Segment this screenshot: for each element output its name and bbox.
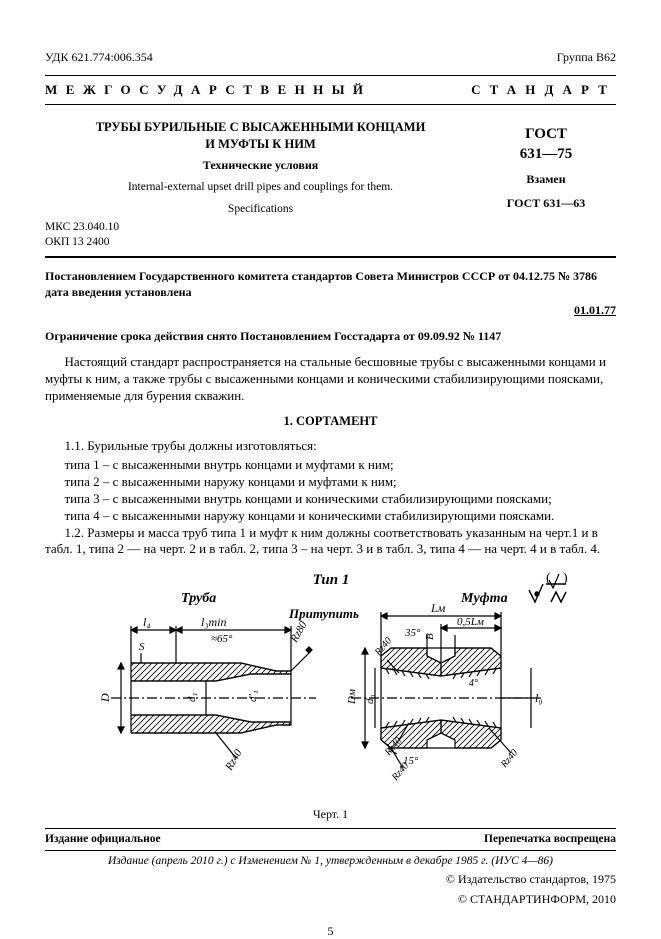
group-code: Группа В62 xyxy=(557,50,616,65)
divider xyxy=(45,256,616,258)
section-1-heading: 1. СОРТАМЕНТ xyxy=(45,414,616,430)
svg-text:l₄: l₄ xyxy=(143,615,151,629)
mks-code: МКС 23.040.10 xyxy=(45,220,616,235)
gost-number: 631—75 xyxy=(476,145,616,165)
gost-label: ГОСТ xyxy=(476,125,616,145)
intro-paragraph: Настоящий стандарт распространяется на с… xyxy=(45,354,616,405)
copyright-2: © СТАНДАРТИНФОРМ, 2010 xyxy=(45,892,616,908)
title-line2: И МУФТЫ К НИМ xyxy=(45,136,476,152)
header-codes: УДК 621.774:006.354 Группа В62 xyxy=(45,50,616,65)
page-number: 5 xyxy=(45,924,616,939)
svg-text:d₀: d₀ xyxy=(364,695,376,705)
title-line1: ТРУБЫ БУРИЛЬНЫЕ С ВЫСАЖЕННЫМИ КОНЦАМИ xyxy=(45,119,476,135)
svg-text:d'₁: d'₁ xyxy=(247,690,259,702)
svg-text:S: S xyxy=(139,641,145,653)
effective-date: 01.01.77 xyxy=(45,303,616,318)
svg-text:Rz40: Rz40 xyxy=(498,748,520,771)
type-2: типа 2 – с высаженными наружу концами и … xyxy=(45,474,616,491)
udk-code: УДК 621.774:006.354 xyxy=(45,50,153,65)
edition-official: Издание официальное xyxy=(45,832,161,846)
mufta-label: Муфта xyxy=(460,591,508,606)
svg-text:d₁: d₁ xyxy=(186,693,198,703)
clause-1-2: 1.2. Размеры и масса труб типа 1 и муфт … xyxy=(45,525,616,559)
limitation-text: Ограничение срока действия снято Постано… xyxy=(45,328,616,344)
banner-left: МЕЖГОСУДАРСТВЕННЫЙ xyxy=(45,82,471,98)
svg-text:15°: 15° xyxy=(403,755,419,767)
svg-text:D: D xyxy=(98,693,112,703)
reprint-forbidden: Перепечатка воспрещена xyxy=(484,832,616,846)
svg-text:35°: 35° xyxy=(404,627,421,639)
svg-text:B: B xyxy=(424,633,436,640)
footer-bar: Издание официальное Перепечатка воспреще… xyxy=(45,828,616,846)
copyright-1: © Издательство стандартов, 1975 xyxy=(45,872,616,888)
type-1: типа 1 – с высаженными внутрь концами и … xyxy=(45,457,616,474)
decree-text: Постановлением Государственного комитета… xyxy=(45,268,616,300)
svg-text:≈65°: ≈65° xyxy=(211,633,233,645)
figure-1: Тип 1 Труба Притупить xyxy=(45,568,616,802)
svg-text:Rz40: Rz40 xyxy=(222,747,244,773)
eng-title-1: Internal-external upset drill pipes and … xyxy=(45,181,476,195)
okp-code: ОКП 13 2400 xyxy=(45,235,616,250)
pruptit-label: Притупить xyxy=(288,606,359,621)
figure-label: Черт. 1 xyxy=(45,807,616,822)
standard-banner: МЕЖГОСУДАРСТВЕННЫЙ СТАНДАРТ xyxy=(45,75,616,105)
title-block: ТРУБЫ БУРИЛЬНЫЕ С ВЫСАЖЕННЫМИ КОНЦАМИ И … xyxy=(45,119,616,216)
svg-text:0,5Lм: 0,5Lм xyxy=(457,616,484,628)
type-4: типа 4 – с высаженными наружу концами и … xyxy=(45,508,616,525)
svg-text:l₀: l₀ xyxy=(535,691,543,705)
subtitle: Технические условия xyxy=(45,158,476,173)
svg-text:l₃min: l₃min xyxy=(201,615,227,629)
clause-1-1: 1.1. Бурильные трубы должны изготовлятьс… xyxy=(45,438,616,455)
replaces-number: ГОСТ 631—63 xyxy=(476,196,616,212)
banner-right: СТАНДАРТ xyxy=(471,82,616,98)
edition-note: Издание (апрель 2010 г.) с Изменением № … xyxy=(45,850,616,868)
svg-text:Lм: Lм xyxy=(430,601,446,615)
type-label: Тип 1 xyxy=(312,572,349,588)
truba-label: Труба xyxy=(181,591,216,606)
svg-text:4°: 4° xyxy=(469,678,478,689)
replaces-label: Взамен xyxy=(476,172,616,188)
type-3: типа 3 – с высаженными внутрь концами и … xyxy=(45,491,616,508)
classification-codes: МКС 23.040.10 ОКП 13 2400 xyxy=(45,220,616,250)
drawing-svg: Тип 1 Труба Притупить xyxy=(91,568,571,798)
svg-text:Dм: Dм xyxy=(346,689,358,705)
svg-text:): ) xyxy=(563,571,568,586)
eng-title-2: Specifications xyxy=(45,203,476,217)
